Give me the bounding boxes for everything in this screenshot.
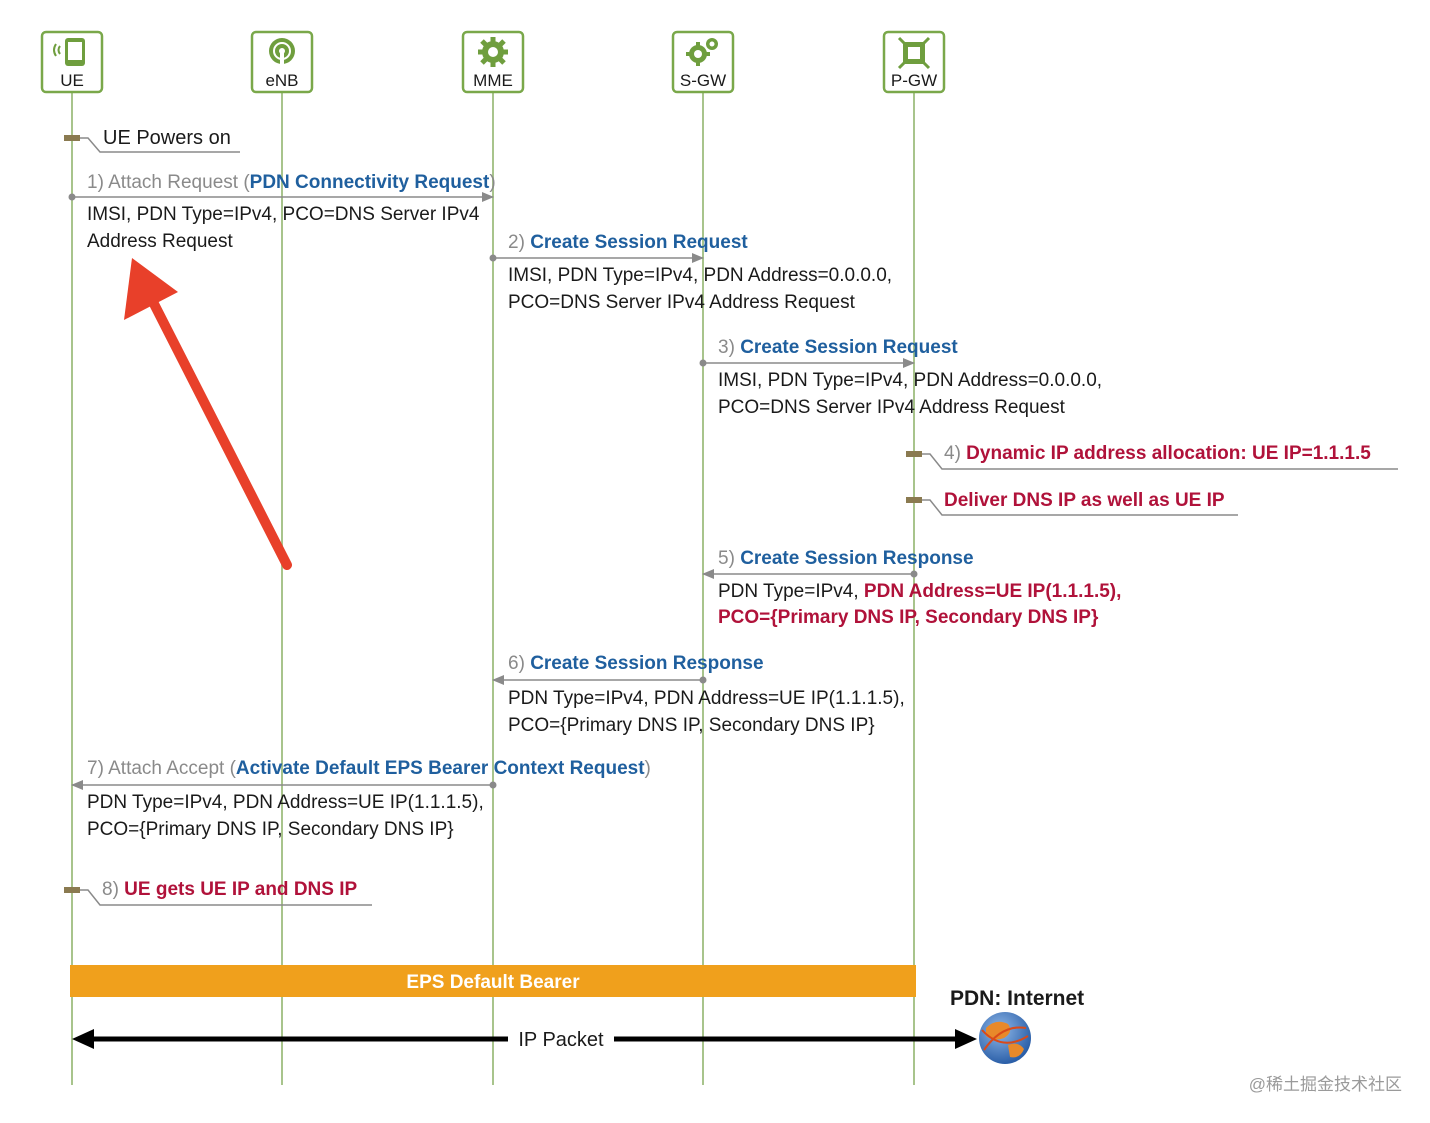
note-ue-powers-on: UE Powers on <box>64 127 240 153</box>
message-6-line2: PCO={Primary DNS IP, Secondary DNS IP} <box>508 715 875 736</box>
message-1-line2: Address Request <box>87 231 233 252</box>
node-sgw: S-GW <box>671 30 735 94</box>
eps-default-bearer: EPS Default Bearer <box>70 965 916 997</box>
message-5-title-blue: Create Session Response <box>740 548 973 569</box>
gears-icon <box>686 38 718 66</box>
node-ue: UE <box>40 30 104 94</box>
message-2-line1: IMSI, PDN Type=IPv4, PDN Address=0.0.0.0… <box>508 265 892 286</box>
message-3-num: 3) <box>718 337 735 358</box>
message-5-line1-plain: PDN Type=IPv4, <box>718 581 864 602</box>
note-step-8: 8) UE gets UE IP and DNS IP <box>64 879 372 906</box>
message-1-title: 1) Attach Request (PDN Connectivity Requ… <box>87 172 496 193</box>
message-2-create-session-request: 2) Create Session Request IMSI, PDN Type… <box>489 232 892 313</box>
pdn-label: PDN: Internet <box>950 987 1084 1010</box>
message-6-line1: PDN Type=IPv4, PDN Address=UE IP(1.1.1.5… <box>508 688 905 709</box>
message-7-title-blue: Activate Default EPS Bearer Context Requ… <box>236 758 645 779</box>
phone-icon <box>53 38 85 66</box>
message-7-title: 7) Attach Accept (Activate Default EPS B… <box>87 758 651 779</box>
message-2-line2: PCO=DNS Server IPv4 Address Request <box>508 292 856 313</box>
ip-packet-arrow: IP Packet <box>72 1029 977 1051</box>
note-step-4: 4) Dynamic IP address allocation: UE IP=… <box>906 443 1398 470</box>
annotation-arrow <box>124 258 292 570</box>
message-7-title-gray: 7) Attach Accept ( <box>87 758 237 779</box>
note-step-4-red: Dynamic IP address allocation: UE IP=1.1… <box>961 443 1371 464</box>
globe-icon <box>979 1012 1031 1064</box>
message-2-title-blue: Create Session Request <box>530 232 748 253</box>
message-3-title-blue: Create Session Request <box>740 337 958 358</box>
message-5-num: 5) <box>718 548 735 569</box>
antenna-icon <box>269 38 295 64</box>
message-3-line2: PCO=DNS Server IPv4 Address Request <box>718 397 1066 418</box>
message-2-num: 2) <box>508 232 525 253</box>
message-5-line1-red: PDN Address=UE IP(1.1.1.5), <box>864 581 1121 602</box>
message-1-title-blue: PDN Connectivity Request <box>250 172 490 193</box>
node-label-enb: eNB <box>265 71 298 90</box>
message-3-line1: IMSI, PDN Type=IPv4, PDN Address=0.0.0.0… <box>718 370 1102 391</box>
node-mme: MME <box>461 30 525 94</box>
router-icon <box>897 36 931 70</box>
message-3-create-session-request: 3) Create Session Request IMSI, PDN Type… <box>699 337 1102 418</box>
watermark: @稀土掘金技术社区 <box>1249 1075 1402 1094</box>
message-1-title-close: ) <box>489 172 495 193</box>
pdn-internet: PDN: Internet <box>950 987 1084 1064</box>
message-5-title: 5) Create Session Response <box>718 548 974 569</box>
message-1-line1: IMSI, PDN Type=IPv4, PCO=DNS Server IPv4 <box>87 204 480 225</box>
message-3-title: 3) Create Session Request <box>718 337 958 358</box>
message-5-line1: PDN Type=IPv4, PDN Address=UE IP(1.1.1.5… <box>718 581 1121 602</box>
message-7-line2: PCO={Primary DNS IP, Secondary DNS IP} <box>87 819 454 840</box>
message-1-title-gray: 1) Attach Request ( <box>87 172 250 193</box>
gear-icon <box>478 37 508 67</box>
message-7-attach-accept: 7) Attach Accept (Activate Default EPS B… <box>71 758 651 840</box>
message-2-title: 2) Create Session Request <box>508 232 748 253</box>
note-step-8-red: UE gets UE IP and DNS IP <box>119 879 358 900</box>
note-deliver-dns: Deliver DNS IP as well as UE IP <box>906 490 1238 516</box>
message-6-title: 6) Create Session Response <box>508 653 764 674</box>
message-6-num: 6) <box>508 653 525 674</box>
message-7-title-close: ) <box>645 758 651 779</box>
note-step-8-text: 8) UE gets UE IP and DNS IP <box>102 879 357 900</box>
node-label-sgw: S-GW <box>680 71 726 90</box>
message-6-create-session-response: 6) Create Session Response PDN Type=IPv4… <box>492 653 905 736</box>
node-label-ue: UE <box>60 71 84 90</box>
note-ue-powers-on-text: UE Powers on <box>103 127 231 149</box>
note-deliver-dns-text: Deliver DNS IP as well as UE IP <box>944 490 1225 511</box>
message-6-title-blue: Create Session Response <box>530 653 763 674</box>
message-5-create-session-response: 5) Create Session Response PDN Type=IPv4… <box>702 548 1121 628</box>
message-1-attach-request: 1) Attach Request (PDN Connectivity Requ… <box>68 172 496 252</box>
node-pgw: P-GW <box>882 30 946 94</box>
node-label-pgw: P-GW <box>891 71 937 90</box>
node-enb: eNB <box>250 30 314 94</box>
node-label-mme: MME <box>473 71 513 90</box>
ip-packet-label: IP Packet <box>518 1029 604 1051</box>
note-step-4-text: 4) Dynamic IP address allocation: UE IP=… <box>944 443 1371 464</box>
message-7-line1: PDN Type=IPv4, PDN Address=UE IP(1.1.1.5… <box>87 792 484 813</box>
message-5-line2: PCO={Primary DNS IP, Secondary DNS IP} <box>718 607 1099 628</box>
eps-default-bearer-label: EPS Default Bearer <box>406 972 580 993</box>
